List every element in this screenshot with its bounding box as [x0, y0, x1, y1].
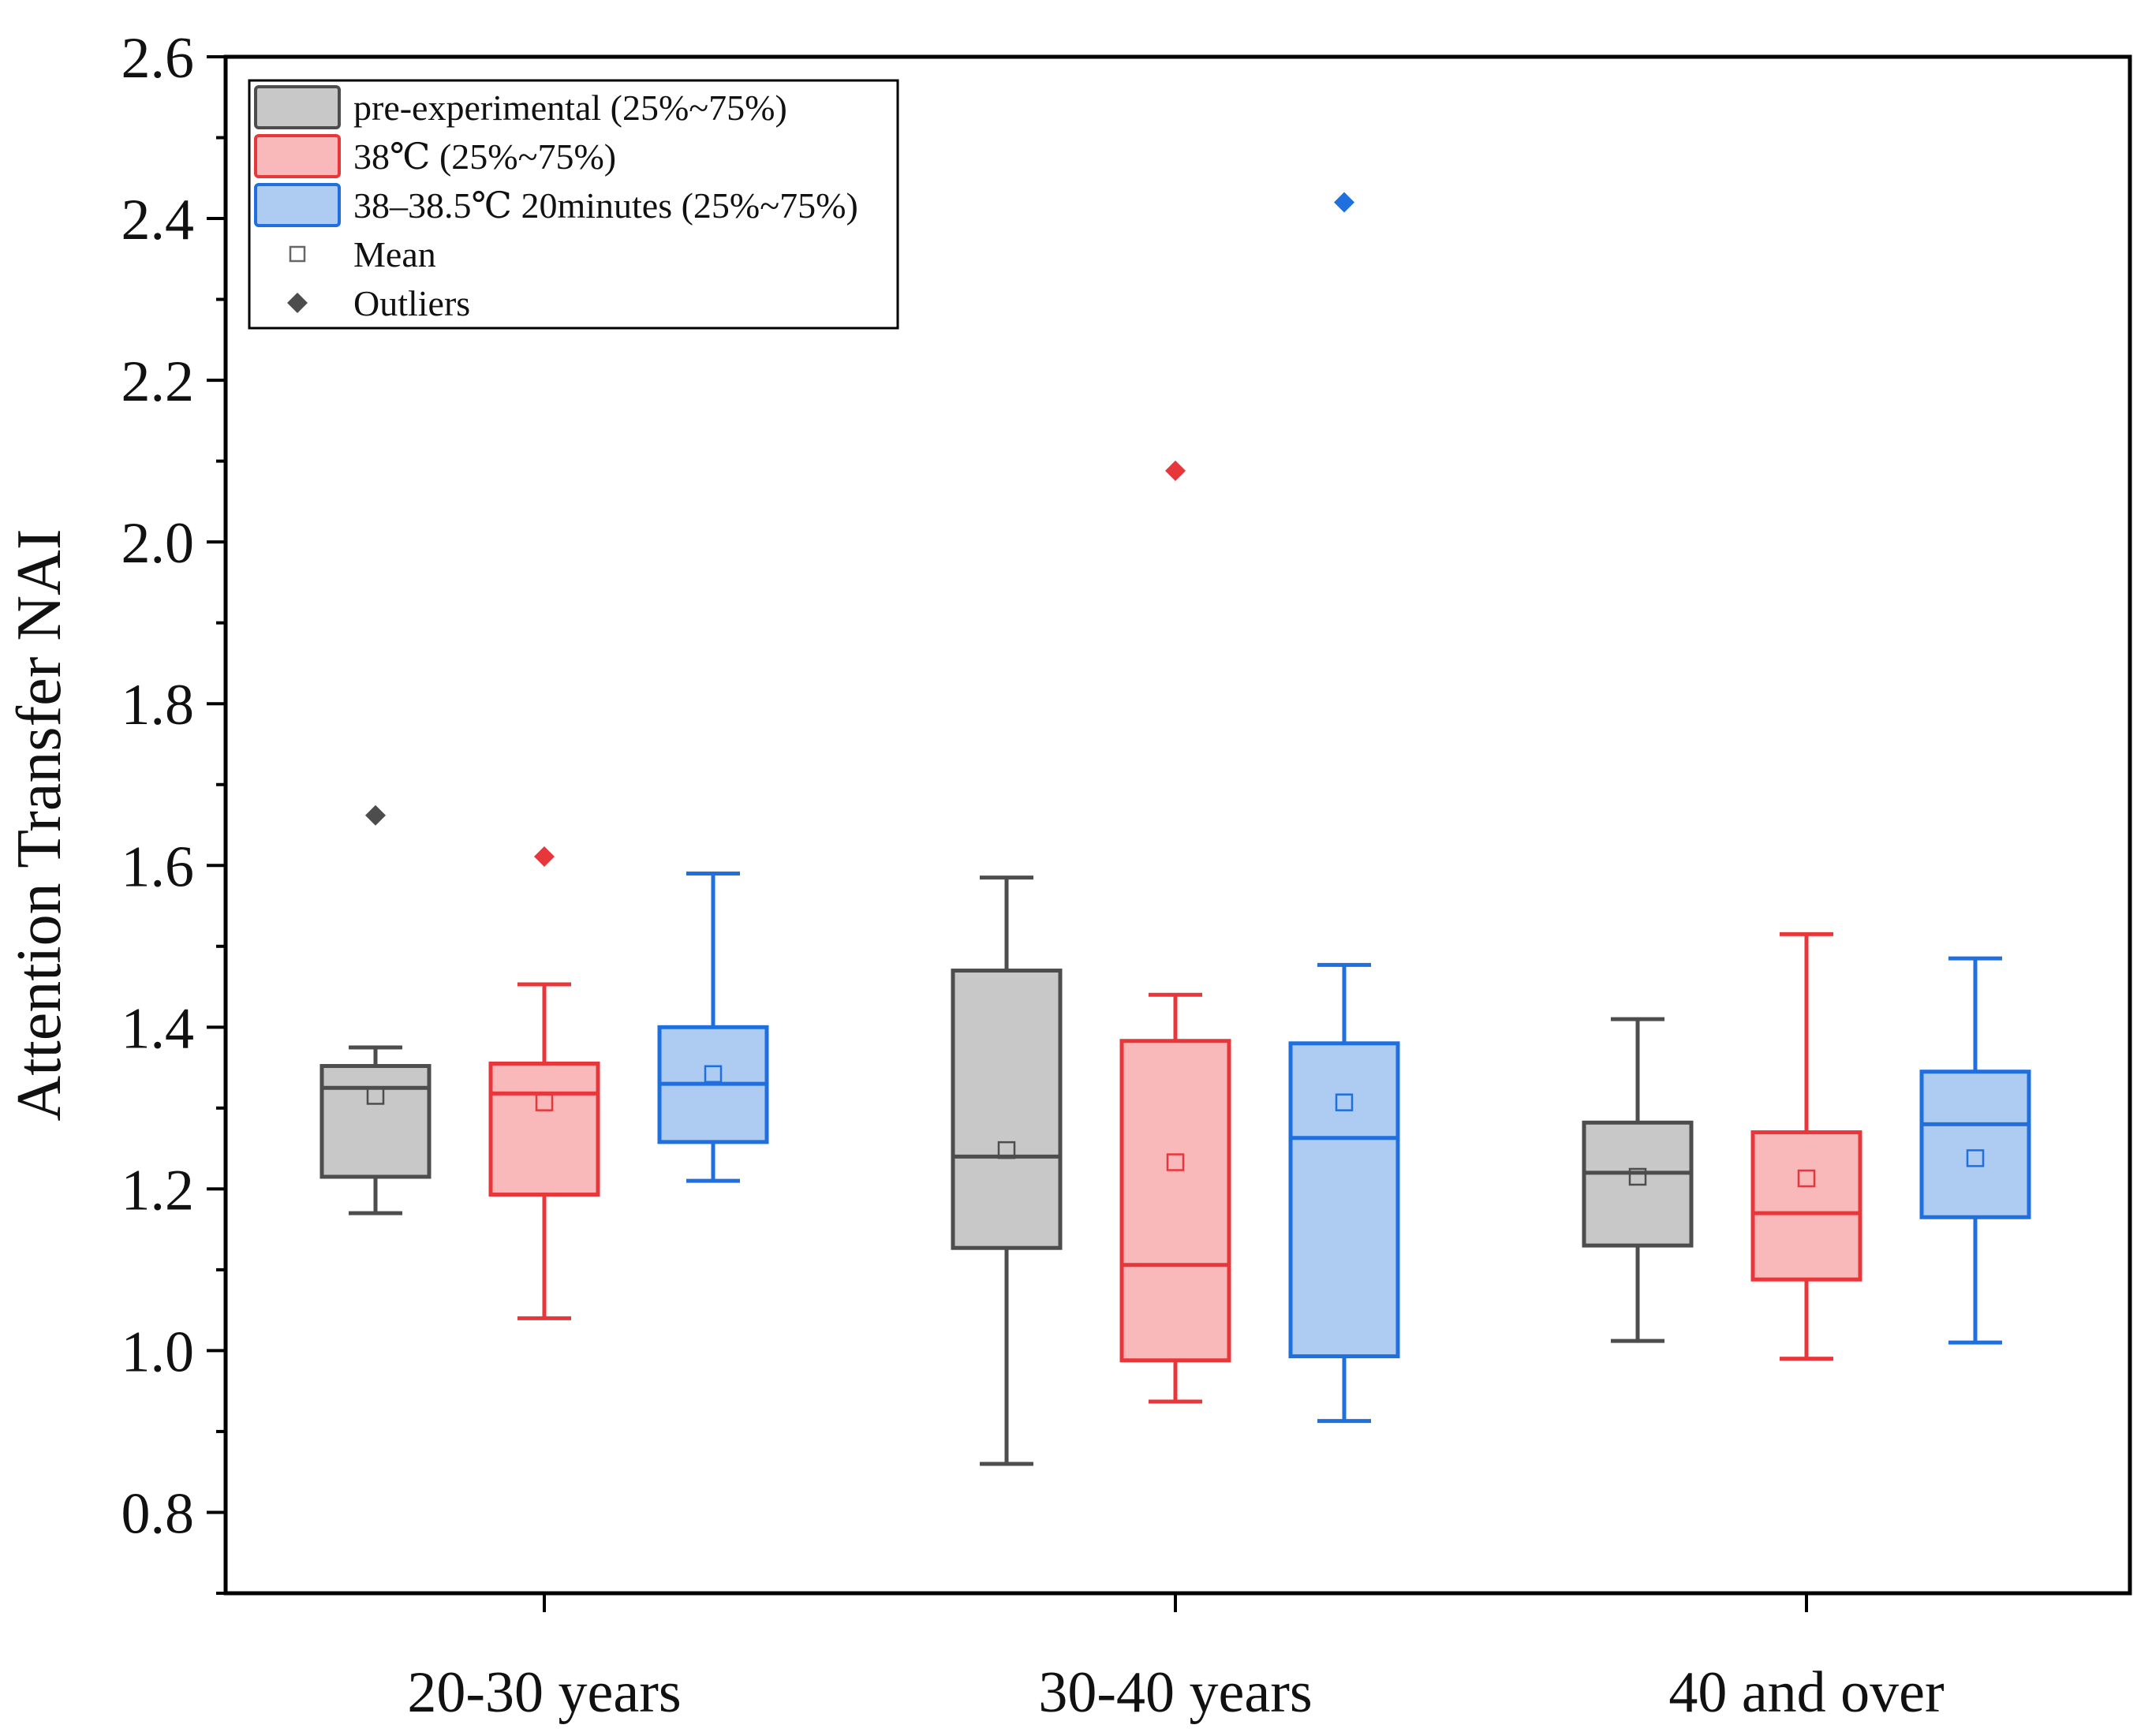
- box-2-1: [1288, 192, 1400, 1424]
- series-1: [488, 460, 1862, 1404]
- legend-mean-icon: [289, 245, 306, 263]
- legend-label: Outliers: [353, 283, 470, 323]
- mean-marker: [1966, 1149, 1985, 1167]
- outlier-point: [1334, 192, 1354, 213]
- box-0-2: [1582, 1017, 1694, 1343]
- x-tick-label: 20-30 years: [407, 1660, 681, 1725]
- box-1-2: [1750, 931, 1862, 1361]
- legend-item-1: 38℃ (25%~75%): [254, 134, 616, 178]
- y-axis: 0.8 1.0 1.2 1.4 1.6 1.8 2.0 2.2 2.4 2.6: [121, 26, 226, 1595]
- legend-item-0: pre-experimental (25%~75%): [254, 85, 787, 129]
- y-tick-label: 2.2: [121, 349, 195, 414]
- box-series-group: [319, 192, 2031, 1466]
- legend-item-3: Mean: [289, 234, 436, 274]
- y-tick-label: 2.6: [121, 26, 195, 91]
- legend-label: pre-experimental (25%~75%): [353, 88, 787, 128]
- y-tick-label: 1.6: [121, 834, 195, 899]
- outlier-point: [1165, 460, 1186, 481]
- x-axis: 20-30 years 30-40 years 40 and over: [407, 1593, 1945, 1725]
- legend-item-2: 38–38.5℃ 20minutes (25%~75%): [254, 183, 858, 227]
- series-0: [319, 805, 1694, 1466]
- mean-marker: [1628, 1167, 1647, 1186]
- iqr-box: [1919, 1070, 2031, 1219]
- legend-frame: [248, 79, 899, 330]
- outlier-point: [365, 805, 386, 826]
- x-tick-label: 40 and over: [1668, 1660, 1944, 1725]
- y-tick-label: 2.0: [121, 511, 195, 576]
- box-2-0: [657, 872, 769, 1183]
- outlier-point: [534, 846, 555, 867]
- box-0-0: [319, 805, 432, 1215]
- box-1-1: [1119, 460, 1231, 1404]
- y-tick-label: 1.0: [121, 1320, 195, 1384]
- legend: pre-experimental (25%~75%) 38℃ (25%~75%) 3…: [248, 79, 899, 330]
- legend-label: Mean: [353, 234, 436, 274]
- mean-marker: [1797, 1169, 1816, 1188]
- iqr-box: [1288, 1041, 1400, 1359]
- iqr-box: [1119, 1039, 1231, 1363]
- y-tick-label: 0.8: [121, 1481, 195, 1546]
- iqr-box: [319, 1064, 432, 1179]
- mean-marker: [997, 1141, 1016, 1159]
- box-2-2: [1919, 956, 2031, 1345]
- legend-outlier-icon: [287, 293, 308, 313]
- iqr-box: [1750, 1130, 1862, 1282]
- y-axis-label: Attention Transfer NAI: [5, 528, 74, 1121]
- iqr-box: [488, 1061, 600, 1197]
- legend-label: 38℃ (25%~75%): [353, 136, 616, 177]
- series-2: [657, 192, 2031, 1424]
- plot-frame: [223, 54, 2132, 1596]
- y-tick-label: 2.4: [121, 188, 195, 252]
- y-tick-label: 1.4: [121, 996, 195, 1061]
- mean-marker: [366, 1087, 385, 1105]
- legend-item-4: Outliers: [287, 283, 470, 323]
- plot-area: [223, 54, 2132, 1596]
- mean-marker: [1166, 1153, 1185, 1171]
- iqr-box: [951, 969, 1063, 1250]
- y-tick-label: 1.2: [121, 1158, 195, 1223]
- legend-swatch: [254, 85, 341, 129]
- legend-label: 38–38.5℃ 20minutes (25%~75%): [353, 185, 858, 226]
- box-1-0: [488, 846, 600, 1320]
- x-tick-label: 30-40 years: [1038, 1660, 1312, 1725]
- mean-marker: [1335, 1093, 1354, 1111]
- legend-swatch: [254, 183, 341, 227]
- legend-swatch: [254, 134, 341, 178]
- y-tick-label: 1.8: [121, 673, 195, 737]
- mean-marker: [704, 1065, 723, 1084]
- mean-marker: [535, 1093, 554, 1111]
- box-0-1: [951, 875, 1063, 1466]
